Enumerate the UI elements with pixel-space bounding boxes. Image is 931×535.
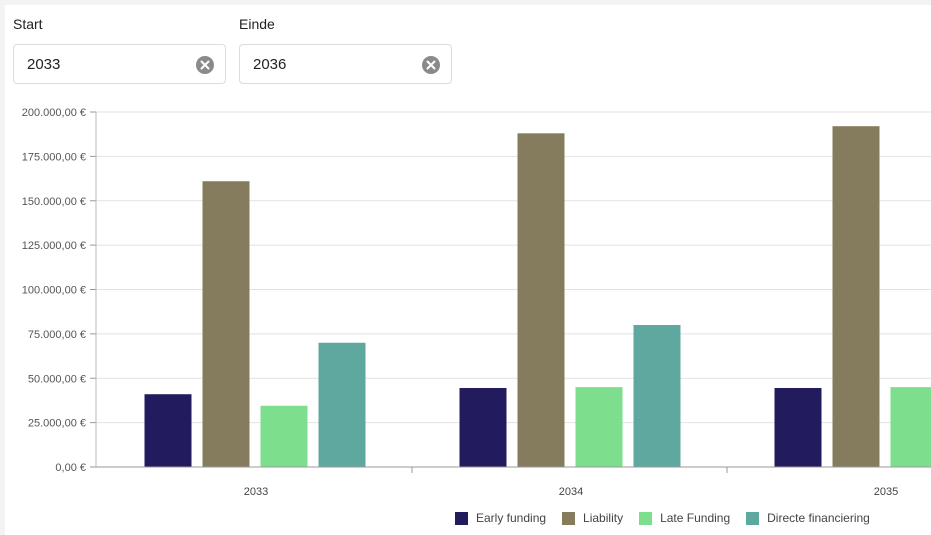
bar-directe-financiering-2033 <box>318 342 366 467</box>
bar-directe-financiering-2034 <box>633 325 681 467</box>
y-tick-label: 125.000,00 € <box>22 240 86 252</box>
legend-label: Early funding <box>476 511 547 525</box>
bar-late-funding-2035 <box>890 387 931 467</box>
legend-item[interactable]: Late Funding <box>639 511 730 525</box>
x-tick-label: 2033 <box>244 486 268 498</box>
bar-liability-2035 <box>832 126 880 467</box>
end-field[interactable]: 2036 <box>239 44 452 84</box>
end-value[interactable]: 2036 <box>253 56 287 73</box>
y-tick-label: 75.000,00 € <box>28 329 86 341</box>
bar-early-funding-2035 <box>774 388 822 467</box>
legend-item[interactable]: Early funding <box>455 511 546 525</box>
bar-early-funding-2034 <box>459 388 507 467</box>
legend-item[interactable]: Directe financiering <box>746 511 870 525</box>
y-tick-label: 100.000,00 € <box>22 285 86 297</box>
start-label: Start <box>13 16 43 32</box>
y-tick-label: 0,00 € <box>55 462 86 474</box>
end-label: Einde <box>239 16 275 32</box>
legend-item[interactable]: Liability <box>562 511 623 525</box>
y-tick-label: 150.000,00 € <box>22 196 86 208</box>
y-tick-label: 200.000,00 € <box>22 107 86 119</box>
bar-late-funding-2033 <box>260 405 308 467</box>
start-value[interactable]: 2033 <box>27 56 61 73</box>
clear-circle-icon[interactable] <box>196 56 214 74</box>
start-field[interactable]: 2033 <box>13 44 226 84</box>
legend-swatch <box>455 511 468 525</box>
legend-label: Liability <box>583 511 624 525</box>
legend-label: Late Funding <box>660 511 731 525</box>
clear-circle-icon[interactable] <box>422 56 440 74</box>
legend-swatch <box>562 511 576 525</box>
legend-swatch <box>639 511 653 525</box>
legend-label: Directe financiering <box>767 511 870 525</box>
bar-liability-2034 <box>517 133 565 468</box>
bar-late-funding-2034 <box>575 387 623 467</box>
bar-liability-2033 <box>202 181 250 467</box>
y-tick-label: 50.000,00 € <box>28 373 86 385</box>
x-tick-label: 2035 <box>874 486 898 498</box>
legend-swatch <box>746 511 760 525</box>
chart-legend: Early funding Liability Late Funding Direct… <box>455 511 870 525</box>
bar-early-funding-2033 <box>144 394 192 467</box>
y-tick-label: 25.000,00 € <box>28 418 86 430</box>
bar-chart: 0,00 € 25.000,00 € 50.000,00 € 75.000,00 € 1… <box>22 107 931 498</box>
x-tick-label: 2034 <box>559 486 583 498</box>
y-tick-label: 175.000,00 € <box>22 151 86 163</box>
